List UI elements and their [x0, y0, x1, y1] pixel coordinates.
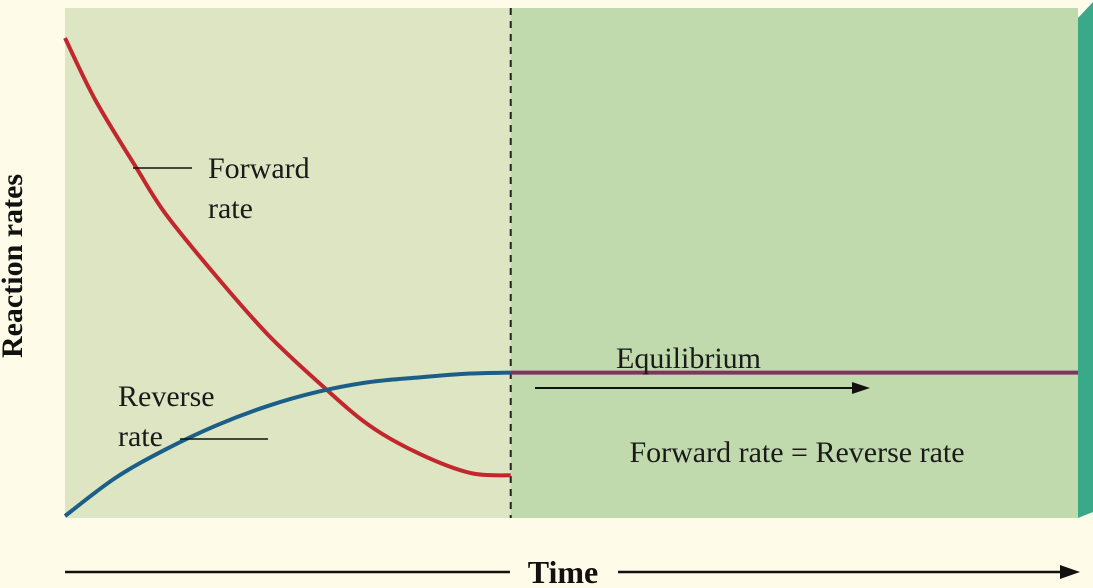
x-axis-label: Time [528, 554, 599, 588]
rate-equality-label: Forward rate = Reverse rate [629, 436, 964, 469]
y-axis-label: Reaction rates [0, 174, 29, 358]
forward-label-line2: rate [208, 192, 253, 225]
equilibrium-region [510, 8, 1079, 518]
reverse-label-line2: rate [118, 420, 163, 453]
forward-rate-curve [63, 37, 511, 478]
x-axis-arrowhead [1060, 565, 1080, 579]
reverse-label-line1: Reverse [118, 380, 215, 413]
pre-equilibrium-region [65, 8, 511, 518]
equilibrium-label: Equilibrium [616, 342, 761, 375]
equilibrium-arrowhead [852, 382, 870, 394]
panel-edge [1078, 2, 1093, 518]
reverse-rate-curve [63, 370, 511, 518]
forward-label-line1: Forward [208, 152, 310, 185]
